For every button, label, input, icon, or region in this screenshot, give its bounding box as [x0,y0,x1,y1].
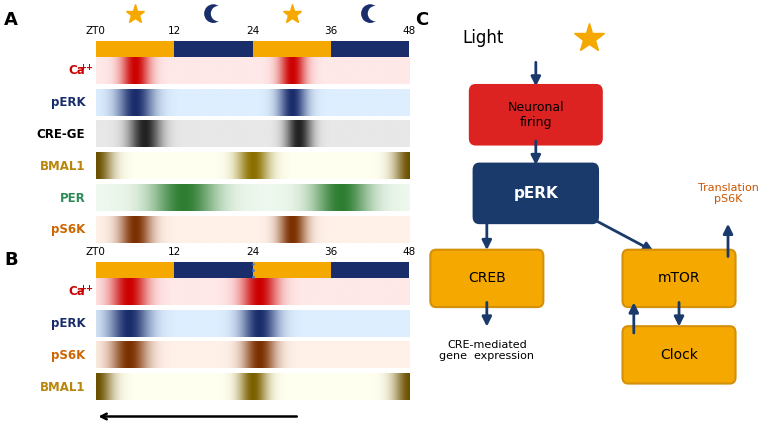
Bar [96,41,174,57]
Text: 36: 36 [324,26,338,36]
Text: BMAL1: BMAL1 [40,160,85,173]
Text: BMAL1: BMAL1 [40,381,85,394]
Text: 36: 36 [324,247,338,257]
Text: ZT0: ZT0 [85,247,106,257]
Bar [174,262,253,278]
FancyBboxPatch shape [622,326,736,383]
Circle shape [361,4,379,23]
Bar [331,41,409,57]
Text: CRE-GE: CRE-GE [37,128,85,141]
Text: ++: ++ [79,283,93,293]
Text: ++: ++ [79,62,93,72]
Text: Ca: Ca [68,285,85,298]
Text: ZT0: ZT0 [85,26,106,36]
Text: Translation
pS6K: Translation pS6K [698,183,758,204]
FancyBboxPatch shape [474,164,598,223]
Bar [174,41,253,57]
Text: pS6K: pS6K [51,349,85,362]
FancyBboxPatch shape [470,85,601,144]
Text: PER: PER [60,192,85,204]
Text: Ca: Ca [68,64,85,77]
FancyBboxPatch shape [430,250,543,307]
Text: CRE-mediated
gene  expression: CRE-mediated gene expression [439,340,535,361]
FancyBboxPatch shape [622,250,736,307]
Bar [96,262,174,278]
Text: pERK: pERK [51,317,85,330]
Circle shape [368,6,383,21]
Text: 12: 12 [168,26,181,36]
Text: 48: 48 [402,26,416,36]
Text: Neuronal
firing: Neuronal firing [507,101,564,129]
Text: Light: Light [462,29,503,47]
Text: C: C [415,11,428,28]
Bar [331,262,409,278]
Text: pERK: pERK [51,96,85,109]
Bar [253,262,331,278]
Text: mTOR: mTOR [658,272,700,285]
Circle shape [211,6,226,21]
Text: B: B [4,251,18,269]
Text: 24: 24 [246,26,260,36]
Bar [253,41,331,57]
Text: CREB: CREB [468,272,506,285]
Text: 24: 24 [246,247,260,257]
Text: 48: 48 [402,247,416,257]
Text: A: A [4,11,18,28]
Text: pS6K: pS6K [51,224,85,236]
Text: Clock: Clock [660,348,698,362]
Circle shape [204,4,222,23]
Text: 12: 12 [168,247,181,257]
Text: pERK: pERK [514,186,558,201]
